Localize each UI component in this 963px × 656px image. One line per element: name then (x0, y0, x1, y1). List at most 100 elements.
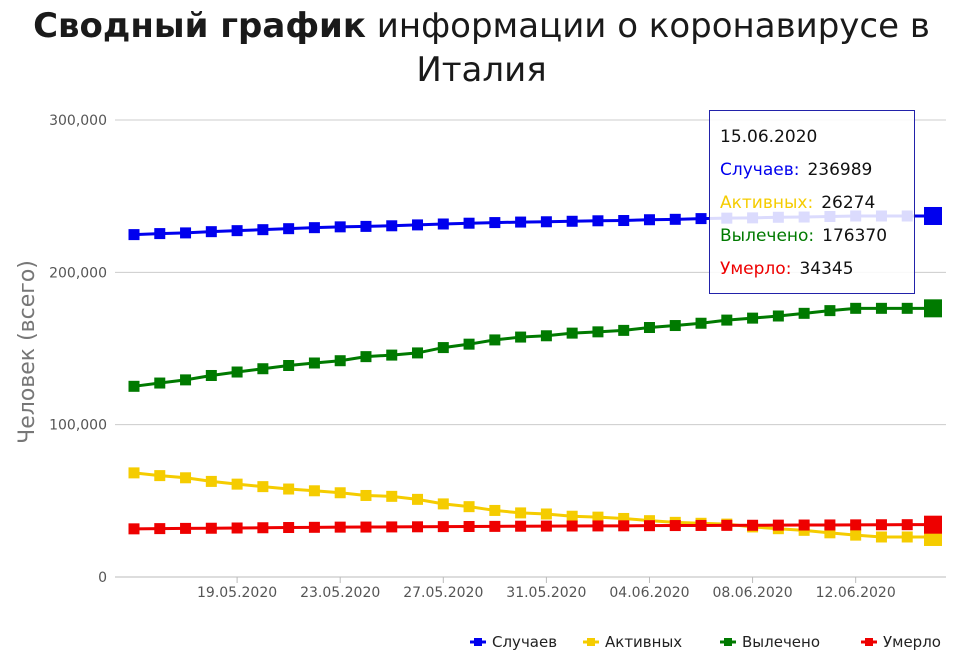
data-point[interactable] (154, 228, 166, 240)
data-point[interactable] (360, 351, 372, 363)
data-point[interactable] (592, 326, 604, 338)
data-point[interactable] (386, 349, 398, 361)
data-point[interactable] (412, 347, 424, 359)
data-point[interactable] (463, 217, 475, 229)
data-point[interactable] (721, 314, 733, 326)
data-point[interactable] (334, 355, 346, 367)
data-point[interactable] (334, 521, 346, 533)
data-point[interactable] (489, 504, 501, 516)
legend-item[interactable]: Вылечено (720, 633, 820, 651)
data-point[interactable] (360, 489, 372, 501)
data-point[interactable] (231, 225, 243, 237)
data-point[interactable] (386, 220, 398, 232)
data-point[interactable] (128, 467, 140, 479)
data-point[interactable] (566, 510, 578, 522)
data-point[interactable] (257, 481, 269, 493)
data-point[interactable] (566, 327, 578, 339)
data-point[interactable] (283, 483, 295, 495)
data-point[interactable] (924, 206, 942, 225)
data-point[interactable] (231, 522, 243, 534)
data-point[interactable] (386, 490, 398, 502)
data-point[interactable] (180, 522, 192, 534)
data-point[interactable] (875, 531, 887, 543)
data-point[interactable] (360, 521, 372, 533)
data-point[interactable] (128, 229, 140, 241)
data-point[interactable] (489, 334, 501, 346)
data-point[interactable] (540, 508, 552, 520)
data-point[interactable] (386, 521, 398, 533)
data-point[interactable] (205, 522, 217, 534)
data-point[interactable] (437, 342, 449, 354)
data-point[interactable] (824, 519, 836, 531)
data-point[interactable] (334, 487, 346, 499)
data-point[interactable] (540, 330, 552, 342)
data-point[interactable] (154, 470, 166, 482)
data-point[interactable] (205, 226, 217, 238)
data-point[interactable] (283, 522, 295, 534)
data-point[interactable] (798, 519, 810, 531)
data-point[interactable] (566, 215, 578, 227)
data-point[interactable] (283, 360, 295, 372)
data-point[interactable] (205, 369, 217, 381)
data-point[interactable] (205, 475, 217, 487)
data-point[interactable] (824, 305, 836, 317)
data-point[interactable] (128, 523, 140, 535)
data-point[interactable] (695, 519, 707, 531)
data-point[interactable] (308, 357, 320, 369)
data-point[interactable] (180, 374, 192, 386)
data-point[interactable] (154, 523, 166, 535)
data-point[interactable] (592, 511, 604, 523)
data-point[interactable] (901, 519, 913, 531)
data-point[interactable] (463, 338, 475, 350)
data-point[interactable] (618, 512, 630, 524)
data-point[interactable] (437, 498, 449, 510)
data-point[interactable] (618, 215, 630, 227)
data-point[interactable] (875, 302, 887, 314)
legend-item[interactable]: Активных (583, 633, 682, 651)
data-point[interactable] (128, 380, 140, 392)
data-point[interactable] (437, 521, 449, 533)
data-point[interactable] (515, 331, 527, 343)
data-point[interactable] (412, 521, 424, 533)
data-point[interactable] (875, 519, 887, 531)
data-point[interactable] (308, 485, 320, 497)
data-point[interactable] (643, 214, 655, 226)
data-point[interactable] (231, 478, 243, 490)
data-point[interactable] (437, 218, 449, 230)
data-point[interactable] (747, 312, 759, 324)
data-point[interactable] (695, 213, 707, 225)
data-point[interactable] (924, 299, 942, 318)
data-point[interactable] (257, 224, 269, 236)
data-point[interactable] (850, 519, 862, 531)
data-point[interactable] (463, 501, 475, 513)
data-point[interactable] (850, 302, 862, 314)
data-point[interactable] (643, 520, 655, 532)
data-point[interactable] (489, 217, 501, 229)
data-point[interactable] (772, 310, 784, 322)
data-point[interactable] (540, 216, 552, 228)
data-point[interactable] (308, 521, 320, 533)
data-point[interactable] (257, 522, 269, 534)
data-point[interactable] (643, 322, 655, 334)
data-point[interactable] (592, 215, 604, 227)
legend-item[interactable]: Случаев (470, 633, 557, 651)
data-point[interactable] (180, 472, 192, 484)
data-point[interactable] (850, 529, 862, 541)
data-point[interactable] (618, 324, 630, 336)
data-point[interactable] (515, 520, 527, 532)
data-point[interactable] (283, 223, 295, 235)
data-point[interactable] (592, 520, 604, 532)
data-point[interactable] (308, 222, 320, 234)
data-point[interactable] (489, 520, 501, 532)
data-point[interactable] (924, 515, 942, 534)
data-point[interactable] (824, 527, 836, 539)
data-point[interactable] (515, 216, 527, 228)
data-point[interactable] (669, 320, 681, 332)
data-point[interactable] (618, 520, 630, 532)
data-point[interactable] (669, 213, 681, 225)
data-point[interactable] (540, 520, 552, 532)
data-point[interactable] (669, 520, 681, 532)
data-point[interactable] (566, 520, 578, 532)
data-point[interactable] (360, 220, 372, 232)
data-point[interactable] (901, 531, 913, 543)
